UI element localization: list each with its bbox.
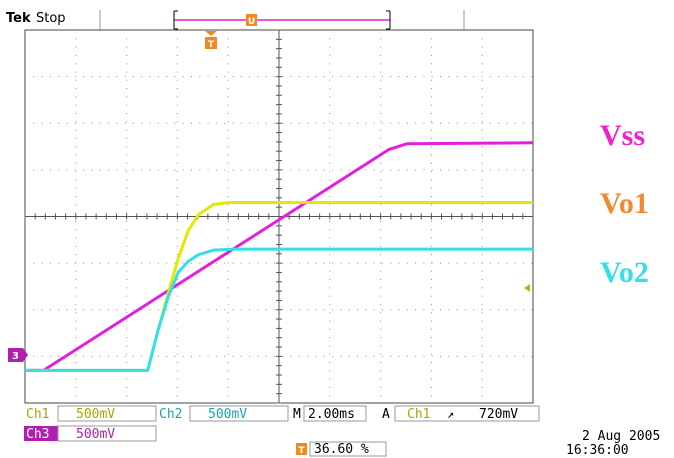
- svg-text:3: 3: [12, 351, 19, 362]
- svg-text:2.00ms: 2.00ms: [308, 407, 355, 422]
- graticule: [24, 29, 534, 404]
- legend-vo2: Vo2: [600, 256, 649, 289]
- ch2-readout[interactable]: Ch2 500mV: [159, 405, 289, 422]
- trace-vo2: [25, 247, 533, 372]
- acquisition-state: Stop: [36, 11, 66, 26]
- svg-text:Ch3: Ch3: [26, 427, 49, 442]
- trigger-level-icon[interactable]: [524, 284, 530, 292]
- brand-label: Tek: [6, 11, 31, 26]
- svg-text:500mV: 500mV: [208, 407, 247, 422]
- ch1-readout[interactable]: Ch1 500mV: [26, 405, 157, 422]
- svg-text:Ch2: Ch2: [159, 407, 182, 422]
- svg-text:500mV: 500mV: [76, 427, 115, 442]
- ch3-readout[interactable]: Ch3 500mV: [24, 425, 157, 442]
- legend-vss: Vss: [600, 119, 645, 152]
- trigger-position-readout[interactable]: T 36.60 %: [296, 441, 387, 457]
- trigger-readout[interactable]: A Ch1 ↗ 720mV: [382, 405, 540, 422]
- record-view-bar: [173, 10, 391, 30]
- svg-text:M: M: [293, 407, 301, 422]
- svg-text:A: A: [382, 407, 390, 422]
- time-stamp: 16:36:00: [566, 443, 629, 458]
- svg-text:T: T: [298, 446, 305, 456]
- svg-text:36.60 %: 36.60 %: [314, 442, 369, 457]
- svg-text:Ch1: Ch1: [407, 407, 430, 422]
- traces: [25, 141, 534, 372]
- svg-text:U: U: [248, 17, 255, 27]
- svg-text:T: T: [208, 40, 215, 50]
- legend-vo1: Vo1: [600, 187, 649, 220]
- ch3-ground-marker[interactable]: 3: [8, 348, 28, 362]
- date-stamp: 2 Aug 2005: [582, 429, 660, 444]
- rising-edge-icon: ↗: [447, 407, 454, 421]
- svg-text:500mV: 500mV: [76, 407, 115, 422]
- timebase-readout[interactable]: M 2.00ms: [293, 405, 367, 422]
- svg-text:Ch1: Ch1: [26, 407, 49, 422]
- svg-text:720mV: 720mV: [479, 407, 518, 422]
- record-trigger-marker: U: [246, 14, 257, 27]
- trigger-position-marker[interactable]: T: [205, 31, 217, 50]
